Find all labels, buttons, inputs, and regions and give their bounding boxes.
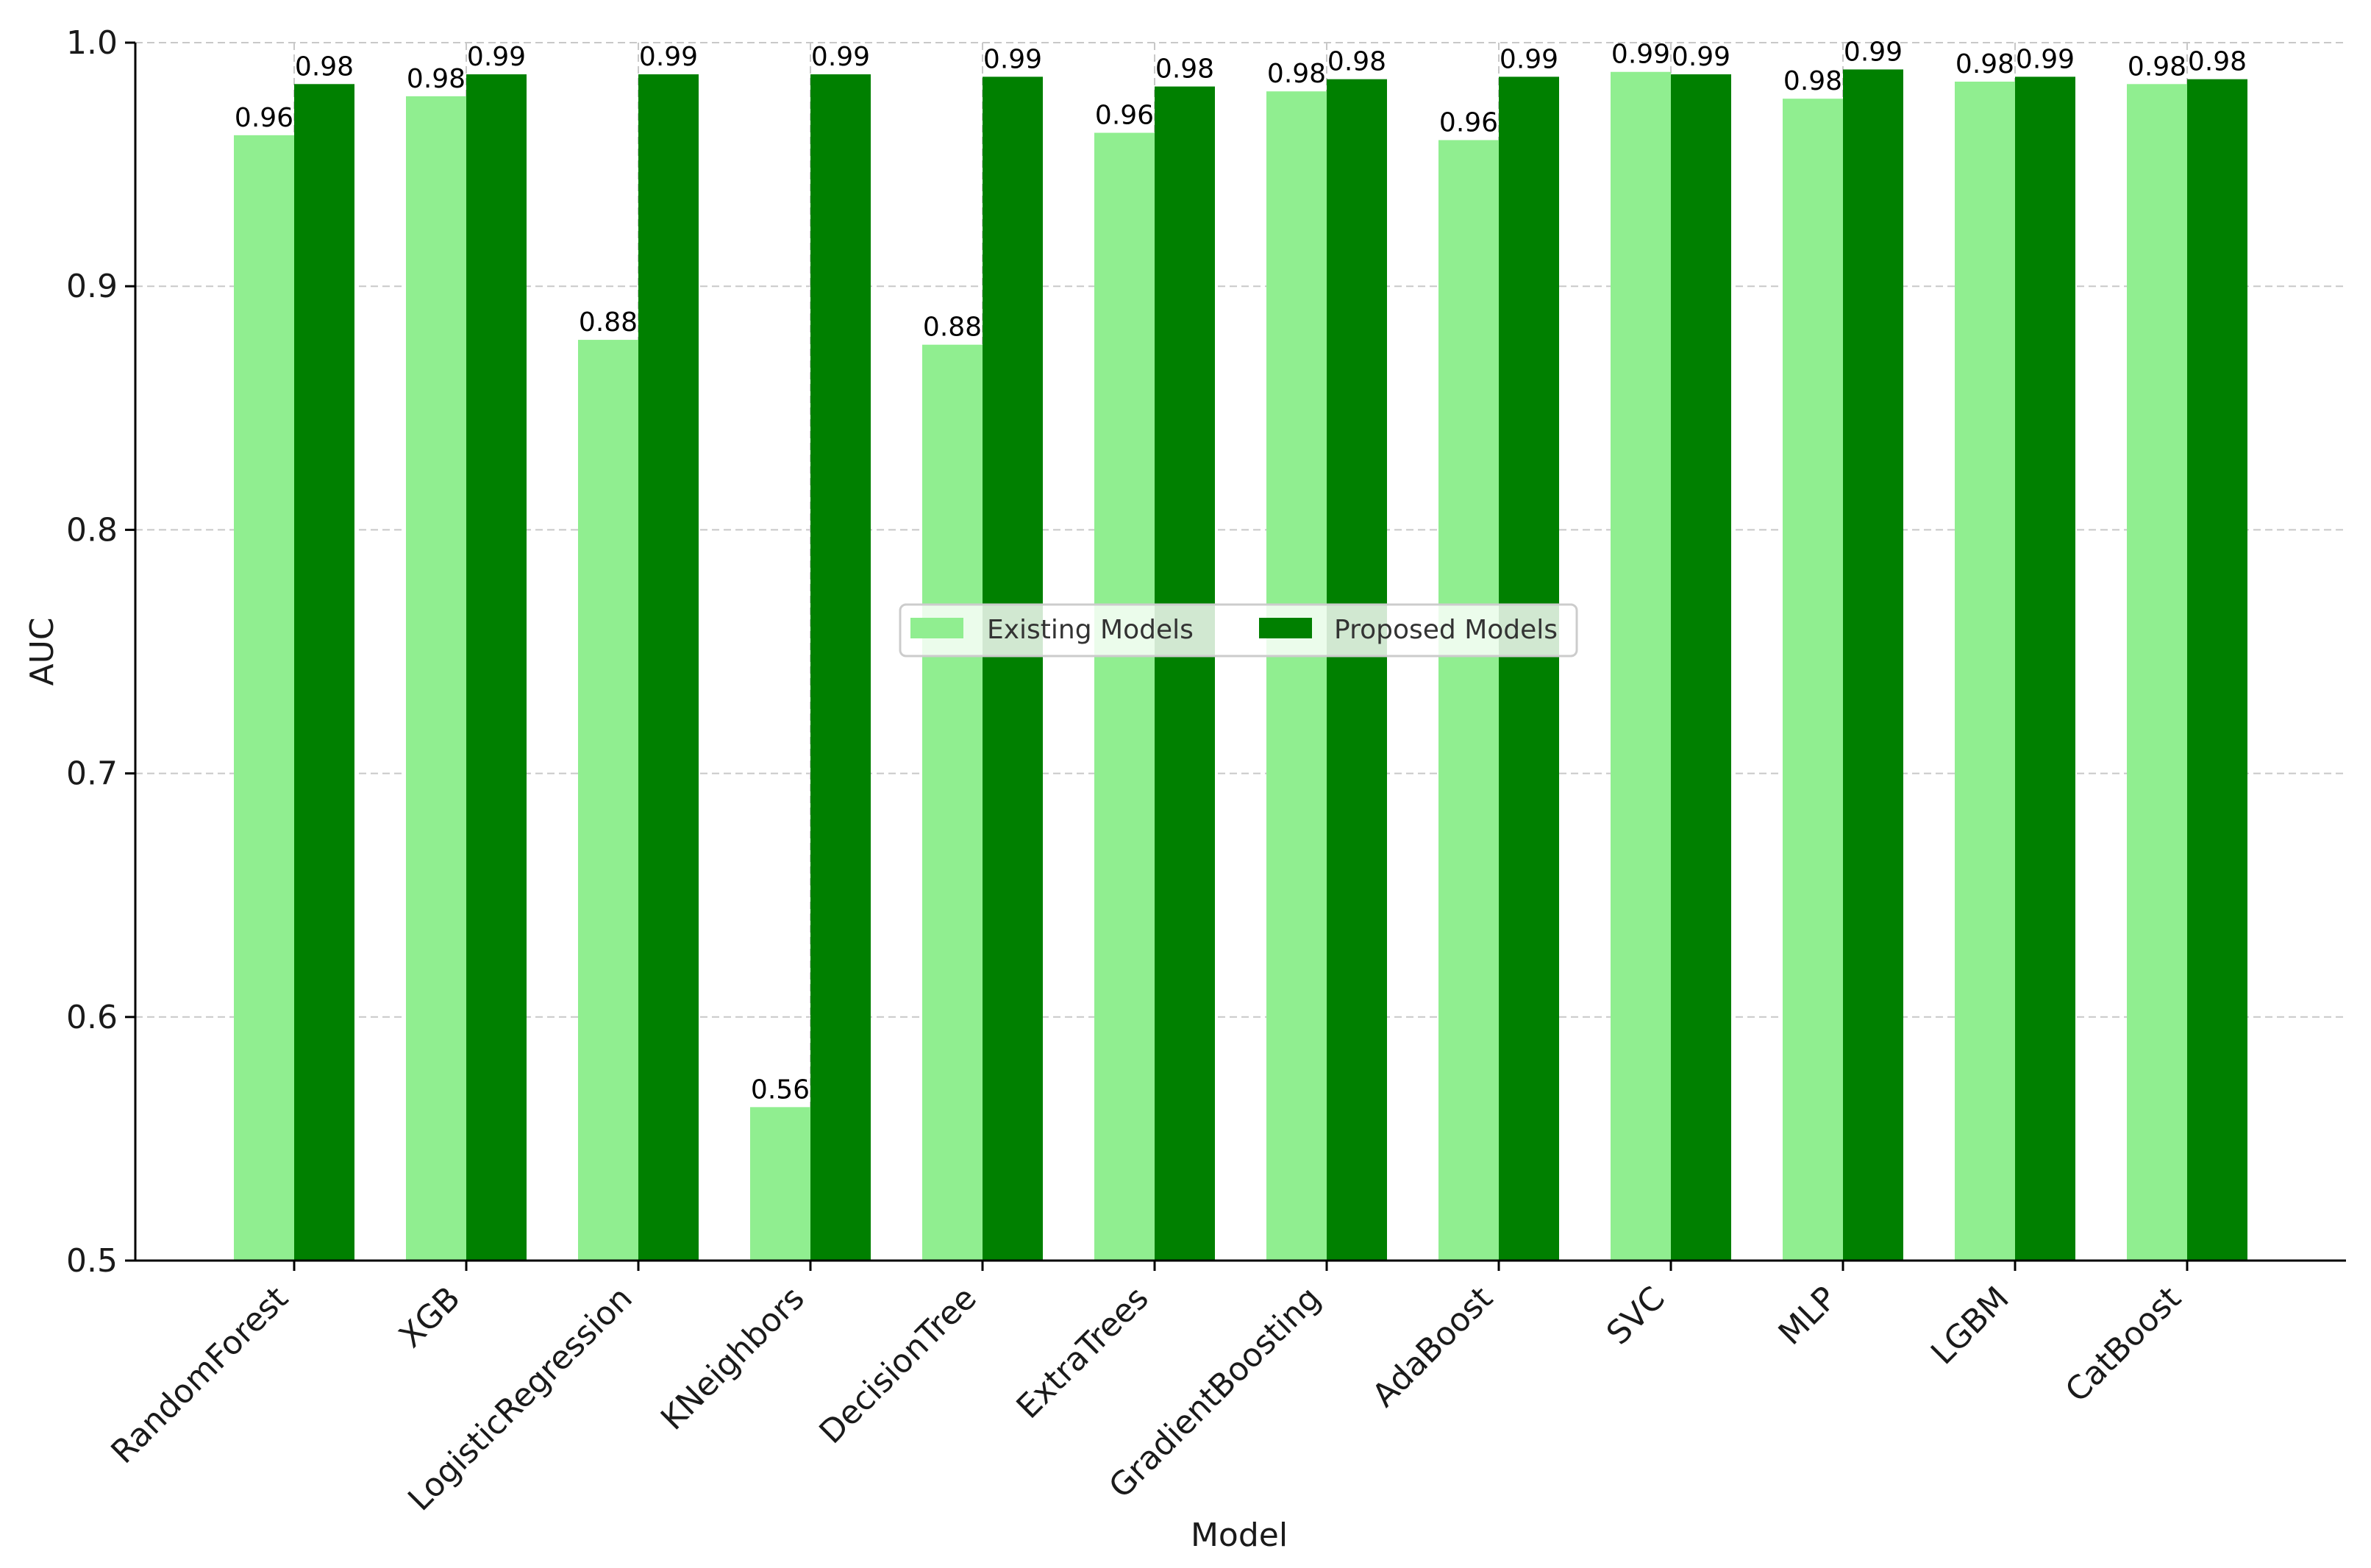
bar-existing-ExtraTrees [1094,132,1155,1261]
legend-swatch-proposed [1259,618,1312,638]
data-label-proposed: 0.98 [1327,47,1386,77]
bar-proposed-CatBoost [2187,79,2247,1261]
bar-proposed-RandomForest [294,84,354,1261]
bar-proposed-GradientBoosting [1327,79,1387,1261]
y-tick-label: 0.6 [66,999,118,1036]
data-label-existing: 0.98 [1783,66,1842,96]
data-label-proposed: 0.99 [467,42,526,72]
x-tick-label: CatBoost [2058,1280,2189,1410]
bar-proposed-ExtraTrees [1155,86,1215,1261]
axes [134,43,2346,1262]
legend-swatch-existing [910,618,963,638]
y-axis-label: AUC [24,617,61,685]
data-label-existing: 0.88 [579,307,638,338]
y-tick-label: 0.7 [66,755,118,793]
bar-existing-LogisticRegression [578,340,638,1261]
data-label-existing: 0.99 [1611,40,1670,70]
bar-existing-LGBM [1955,81,2015,1261]
y-tick-label: 1.0 [66,24,118,62]
data-label-existing: 0.96 [1095,101,1154,131]
legend: Existing Models Proposed Models [899,603,1578,658]
data-label-proposed: 0.99 [2016,44,2075,74]
bar-proposed-AdaBoost [1499,76,1559,1261]
data-label-existing: 0.56 [751,1075,810,1105]
bar-existing-AdaBoost [1438,140,1499,1261]
bar-proposed-LogisticRegression [638,74,699,1261]
bar-proposed-KNeighbors [810,74,871,1261]
legend-label-existing: Existing Models [987,615,1194,645]
data-label-existing: 0.96 [235,103,293,133]
data-label-proposed: 0.99 [811,42,870,72]
data-label-existing: 0.96 [1439,107,1498,138]
legend-label-proposed: Proposed Models [1334,615,1558,645]
data-label-existing: 0.98 [407,64,466,94]
bar-existing-CatBoost [2127,84,2187,1261]
data-label-proposed: 0.99 [983,44,1042,74]
bar-proposed-MLP [1843,69,1903,1261]
data-label-existing: 0.98 [2128,51,2186,82]
data-labels: 0.960.98 0.980.990.880.990.560.990.880.99… [235,37,2247,1105]
y-tick-label: 0.9 [66,268,118,305]
data-label-existing: 0.98 [1267,59,1326,89]
bar-proposed-DecisionTree [983,76,1043,1261]
x-tick-label: LGBM [1924,1280,2017,1372]
bars [234,69,2247,1261]
bar-existing-RandomForest [234,135,294,1261]
data-label-proposed: 0.98 [1155,54,1214,85]
data-label-proposed: 0.98 [2188,47,2247,77]
y-tick-label: 0.8 [66,511,118,549]
y-ticks: 0.5 0.6 0.7 0.8 0.9 1.0 [66,24,135,1280]
data-label-proposed: 0.98 [295,51,354,82]
bar-existing-DecisionTree [922,344,983,1261]
bar-existing-MLP [1783,99,1843,1261]
bar-proposed-LGBM [2015,76,2075,1261]
x-tick-label: XGB [392,1280,468,1355]
data-label-proposed: 0.99 [1500,44,1558,74]
x-tick-label: AdaBoost [1365,1280,1500,1414]
data-label-existing: 0.88 [923,313,982,343]
x-tick-label: SVC [1600,1280,1672,1353]
bar-proposed-SVC [1671,74,1731,1261]
x-tick-label: DecisionTree [812,1280,983,1451]
bar-existing-KNeighbors [750,1107,810,1261]
legend-frame [899,603,1578,658]
y-tick-label: 0.5 [66,1242,118,1280]
data-label-proposed: 0.99 [1672,42,1730,72]
bar-existing-XGB [406,96,466,1261]
data-label-proposed: 0.99 [1844,37,1903,67]
data-label-proposed: 0.99 [639,42,698,72]
x-tick-label: RandomForest [104,1280,295,1471]
x-tick-label: ExtraTrees [1010,1280,1156,1426]
data-label-existing: 0.98 [1955,49,2014,79]
bar-existing-GradientBoosting [1266,91,1327,1261]
x-tick-label: MLP [1772,1280,1844,1353]
x-tick-label: KNeighbors [654,1280,812,1438]
bar-proposed-XGB [466,74,527,1261]
x-axis-label: Model [1191,1517,1288,1554]
bar-existing-SVC [1611,71,1671,1261]
